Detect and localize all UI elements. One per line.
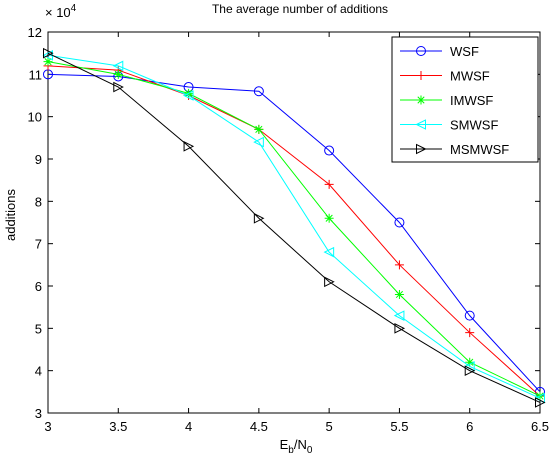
data-point-asterisk: [113, 69, 123, 79]
data-point-plus: [324, 179, 334, 189]
data-point-asterisk: [394, 289, 404, 299]
data-point-triangle-right: [183, 140, 195, 152]
y-multiplier-label: × 104: [45, 3, 77, 20]
y-tick-label: 11: [29, 67, 43, 82]
legend-entry-msmwsf: MSMWSF: [400, 142, 509, 157]
y-multiplier-base: × 10: [45, 5, 71, 20]
x-tick-label: 3: [44, 419, 51, 434]
legend-label: MSMWSF: [450, 142, 509, 157]
y-tick-label: 3: [35, 406, 42, 421]
data-point-triangle-right: [253, 212, 265, 224]
data-point-triangle-right: [464, 365, 476, 376]
x-axis-label-main: E: [280, 437, 289, 452]
legend-entry-smwsf: SMWSF: [400, 118, 498, 133]
data-point-triangle-left: [415, 119, 426, 130]
data-point-circle: [416, 46, 426, 56]
x-tick-label: 4.5: [250, 419, 268, 434]
data-point-triangle-left: [253, 136, 264, 148]
data-point-circle: [464, 310, 475, 321]
series-line: [47, 52, 541, 403]
x-tick-label: 5.5: [390, 419, 408, 434]
legend-label: WSF: [450, 44, 479, 59]
data-point-plus: [416, 71, 426, 80]
y-tick-label: 4: [35, 364, 42, 379]
data-point-circle: [394, 217, 405, 228]
series-line: [47, 61, 541, 397]
data-point-triangle-right: [113, 81, 124, 93]
data-point-triangle-left: [182, 90, 194, 101]
x-tick-label: 4: [185, 419, 192, 434]
data-point-triangle-right: [324, 276, 335, 288]
legend-label: MWSF: [450, 69, 490, 84]
y-tick-label: 7: [35, 237, 42, 252]
y-axis-label: additions: [3, 188, 18, 241]
data-point-circle: [324, 145, 335, 156]
data-point-triangle-left: [393, 310, 405, 321]
y-tick-label: 10: [28, 110, 42, 125]
x-axis-label-sub2: 0: [307, 445, 313, 456]
data-point-circle: [253, 86, 264, 97]
data-point-triangle-right: [535, 397, 546, 408]
data-point-triangle-right: [43, 47, 54, 59]
data-point-asterisk: [43, 57, 53, 67]
data-point-asterisk: [416, 95, 426, 105]
series-line: [47, 73, 541, 393]
x-axis-label-mid: /N: [294, 437, 307, 452]
series-msmwsf: [43, 47, 546, 408]
series-line: [47, 65, 541, 397]
legend-entry-mwsf: MWSF: [400, 69, 490, 84]
y-multiplier-exponent: 4: [71, 3, 77, 14]
data-point-asterisk: [254, 124, 264, 134]
legend: WSF MWSF IMWSF SMWSF MSMWSF: [391, 36, 539, 163]
y-tick-label: 9: [35, 152, 42, 167]
legend-label: SMWSF: [450, 118, 498, 133]
data-point-plus: [394, 260, 404, 270]
x-tick-label: 3.5: [109, 419, 127, 434]
data-point-asterisk: [465, 357, 475, 367]
series-line: [47, 54, 541, 399]
tick-labels: 3 3.5 4 4.5 5 5.5 6 6.5 3 4 5 6 7 8 9 10 11 12: [28, 25, 550, 434]
series-lines: [42, 47, 546, 408]
axes-frame: [47, 31, 541, 414]
chart-title: The average number of additions: [212, 2, 388, 16]
data-point-triangle-right: [416, 143, 427, 155]
data-point-triangle-right: [394, 323, 406, 334]
x-axis-label: Eb/N0: [280, 437, 313, 456]
x-tick-label: 5: [326, 419, 333, 434]
data-point-plus: [465, 328, 475, 338]
y-tick-label: 12: [28, 25, 42, 40]
x-tick-label: 6.5: [531, 419, 549, 434]
x-axis-label-sub1: b: [288, 445, 294, 456]
y-tick-label: 8: [35, 194, 42, 209]
series-smwsf: [42, 49, 545, 404]
x-tick-label: 6: [466, 419, 473, 434]
y-tick-label: 5: [35, 321, 42, 336]
legend-entry-imwsf: IMWSF: [400, 93, 493, 108]
data-point-triangle-left: [323, 246, 335, 258]
series-wsf: [43, 69, 545, 397]
y-tick-label: 6: [35, 279, 42, 294]
legend-label: IMWSF: [450, 93, 493, 108]
data-point-asterisk: [324, 213, 334, 223]
data-point-triangle-left: [112, 60, 124, 72]
legend-entry-wsf: WSF: [400, 44, 479, 59]
